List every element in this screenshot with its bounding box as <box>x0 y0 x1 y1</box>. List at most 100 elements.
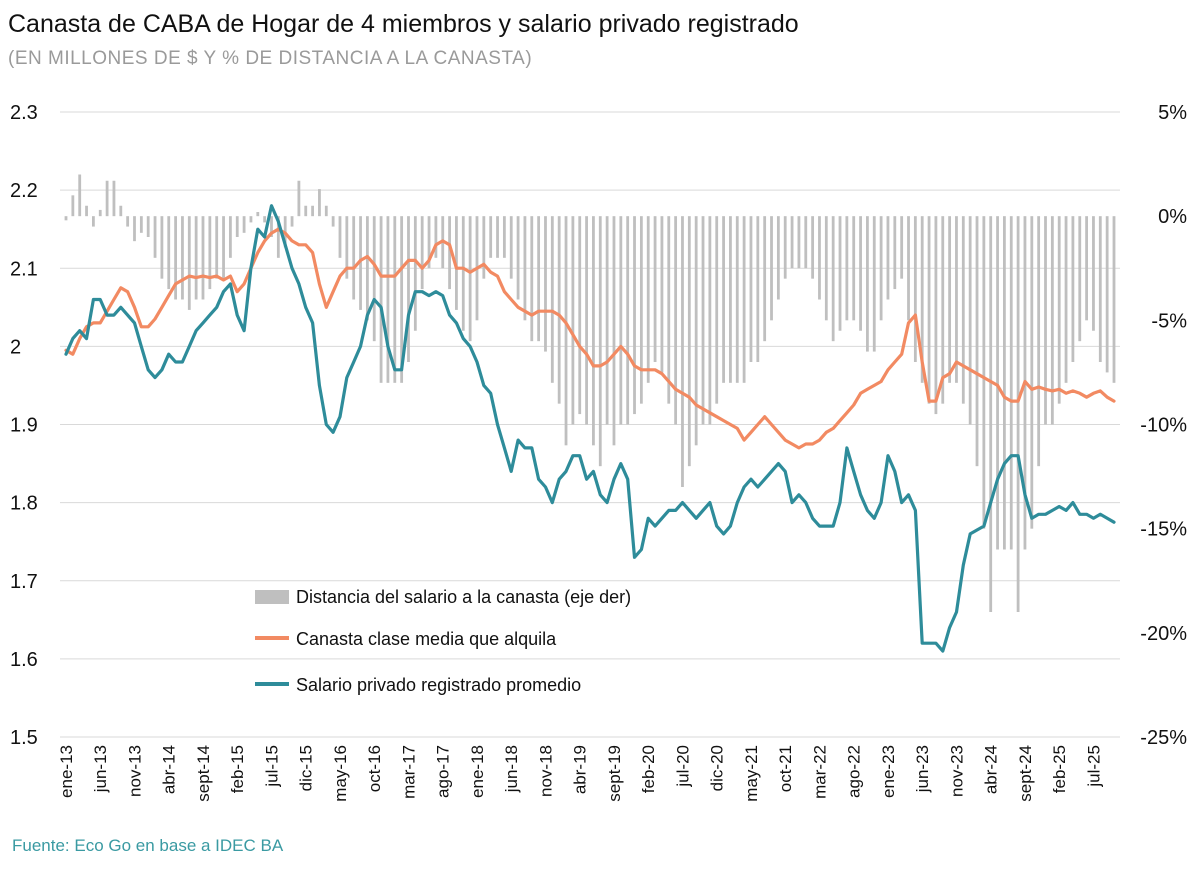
distance-bar <box>838 216 842 331</box>
chart-title: Canasta de CABA de Hogar de 4 miembros y… <box>8 10 799 38</box>
y-left-tick-label: 2 <box>10 336 21 358</box>
distance-bar <box>324 205 328 217</box>
x-tick-label: feb-25 <box>1050 745 1069 793</box>
distance-bar <box>448 216 451 290</box>
y-right-tick-label: -25% <box>1140 727 1187 749</box>
distance-bar <box>955 216 958 383</box>
y-right-tick-label: -20% <box>1140 623 1187 645</box>
x-tick-label: feb-15 <box>228 745 247 793</box>
distance-bar <box>797 216 801 269</box>
distance-bar <box>201 216 205 300</box>
x-tick-label: jul-20 <box>673 745 692 788</box>
source-note: Fuente: Eco Go en base a IDEC BA <box>12 836 284 855</box>
distance-bar <box>1050 216 1054 425</box>
distance-bar <box>790 216 794 269</box>
distance-bar <box>249 216 253 223</box>
y-left-tick-label: 1.5 <box>10 727 38 749</box>
distance-bar <box>496 216 499 258</box>
distance-bar <box>646 216 650 383</box>
distance-bar <box>331 216 335 227</box>
distance-bar <box>71 195 75 217</box>
x-axis: ene-13 jun-13 nov-13 abr-14 sept-14 feb-15 jul… <box>57 745 1103 802</box>
distance-bar <box>605 216 609 425</box>
distance-bar <box>681 216 684 487</box>
x-tick-label: jul-25 <box>1084 745 1103 788</box>
distance-bar <box>633 216 636 415</box>
distance-bar <box>297 180 301 217</box>
distance-bar <box>749 216 753 362</box>
distance-bar <box>91 216 95 227</box>
distance-bar <box>742 216 746 383</box>
distance-bar <box>708 216 712 425</box>
distance-bar <box>982 216 986 529</box>
distance-bar <box>715 216 719 404</box>
distance-bar <box>824 216 828 321</box>
distance-bar <box>1009 216 1013 550</box>
x-tick-label: abr-19 <box>571 745 590 794</box>
distance-bar <box>907 216 910 321</box>
distance-bar <box>407 216 410 362</box>
y-left-tick-label: 2.1 <box>10 258 38 280</box>
distance-bar <box>64 216 68 221</box>
distance-bar <box>893 216 897 290</box>
distance-bar <box>516 216 520 300</box>
distance-bar <box>913 216 917 362</box>
distance-bar <box>133 216 136 242</box>
y-axis-right: -25% -20% -15% -10% -5% 0% 5% <box>1140 102 1187 749</box>
distance-bar <box>359 216 362 310</box>
canasta-line <box>64 227 1116 450</box>
distance-bar <box>1071 216 1075 362</box>
distance-bar <box>78 174 82 217</box>
legend: Distancia del salario a la canasta (eje … <box>255 587 631 695</box>
x-tick-label: mar-17 <box>399 745 418 799</box>
x-tick-label: nov-13 <box>125 745 144 797</box>
distance-bar <box>687 216 691 467</box>
distance-bar <box>756 216 760 362</box>
distance-bar <box>804 216 808 269</box>
distance-bar <box>530 216 534 342</box>
distance-bar <box>1098 216 1102 362</box>
distance-bar <box>461 216 465 331</box>
y-left-tick-label: 1.7 <box>10 571 38 593</box>
y-left-tick-label: 2.2 <box>10 180 38 202</box>
distance-bar <box>365 216 369 321</box>
distance-bar <box>98 209 102 217</box>
distance-bar <box>544 216 547 352</box>
distance-bar <box>585 216 588 425</box>
distance-bar <box>187 216 191 310</box>
distance-bar <box>667 216 671 404</box>
distance-bar <box>468 216 472 342</box>
y-left-tick-label: 1.8 <box>10 493 38 515</box>
y-right-tick-label: 0% <box>1158 206 1187 228</box>
x-tick-label: ene-23 <box>879 745 898 798</box>
distance-bar <box>1085 216 1089 321</box>
x-tick-label: dic-20 <box>708 745 727 791</box>
distance-bar <box>167 216 171 290</box>
salario-line <box>64 204 1116 653</box>
distance-bar <box>845 216 849 321</box>
x-tick-label: sept-19 <box>605 745 624 802</box>
distance-bar <box>270 216 273 237</box>
distance-bar <box>626 216 630 425</box>
distance-bar <box>660 216 664 373</box>
distance-bar <box>1092 216 1095 331</box>
distance-bar <box>126 216 130 227</box>
distance-bar <box>557 216 561 404</box>
distance-bar <box>831 216 835 342</box>
distance-bar <box>1105 216 1109 373</box>
distance-bar <box>379 216 383 383</box>
distance-bar <box>352 216 356 300</box>
x-tick-label: ago-22 <box>845 745 864 798</box>
chart-subtitle: (EN MILLONES DE $ Y % DE DISTANCIA A LA … <box>8 48 533 69</box>
distance-bar <box>866 216 869 352</box>
distance-bar <box>859 216 862 331</box>
distance-bar <box>872 216 876 352</box>
distance-bar <box>153 216 157 258</box>
distance-bar <box>941 216 945 404</box>
distance-bar <box>276 216 280 258</box>
distance-bar <box>222 216 225 279</box>
y-left-tick-label: 1.9 <box>10 415 38 437</box>
legend-label-canasta: Canasta clase media que alquila <box>296 629 557 649</box>
distance-bar <box>653 216 657 362</box>
distance-bar <box>1078 216 1082 342</box>
